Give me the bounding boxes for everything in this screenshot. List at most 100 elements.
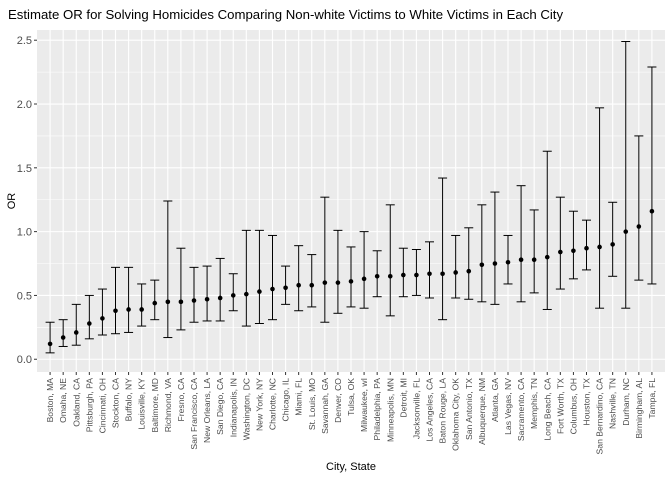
y-tick-label: 2.5	[17, 35, 32, 47]
x-tick-label: Tampa, FL	[647, 378, 657, 419]
or-point	[531, 257, 537, 263]
or-point	[191, 298, 197, 303]
x-tick-label: Atlanta, GA	[490, 378, 500, 422]
chart-title: Estimate OR for Solving Homicides Compar…	[8, 7, 563, 22]
y-axis: 0.0 0.5 1.0 1.5 2.0 2.5	[17, 35, 37, 366]
x-tick-label: Richmond, VA	[163, 378, 173, 433]
or-point	[283, 285, 288, 291]
x-tick-label: Milwaukee, wI	[359, 378, 369, 432]
or-point	[113, 308, 118, 314]
or-point	[623, 229, 629, 234]
x-axis: Boston, MA Omaha, NE Oakland, CA Pittsburgh…	[45, 372, 657, 454]
or-point	[361, 276, 367, 282]
or-point	[322, 280, 328, 285]
or-point	[558, 249, 563, 255]
or-point	[47, 341, 53, 347]
x-tick-label: Boston, MA	[45, 378, 55, 423]
or-point	[453, 270, 458, 275]
x-tick-label: Chicago, IL	[281, 378, 291, 422]
x-tick-label: Omaha, NE	[58, 378, 68, 423]
x-tick-label: Long Beach, CA	[542, 378, 552, 441]
or-point	[401, 272, 406, 278]
x-tick-label: St. Louis, MO	[307, 378, 317, 430]
or-point	[257, 289, 262, 294]
x-tick-label: Detroit, MI	[398, 378, 408, 418]
or-point	[178, 299, 184, 305]
or-point	[427, 271, 432, 277]
x-tick-label: Sacramento, CA	[516, 378, 526, 441]
or-points	[47, 208, 655, 347]
x-tick-label: Nashville, TN	[608, 378, 618, 429]
or-point	[165, 299, 171, 305]
or-point	[544, 254, 550, 260]
or-point	[335, 280, 341, 285]
x-tick-label: San Bernardino, CA	[595, 378, 605, 455]
or-point	[571, 248, 576, 254]
y-tick-label: 0.0	[17, 354, 32, 366]
x-tick-label: Charlotte, NC	[268, 378, 278, 430]
x-tick-label: Fort Worth, TX	[555, 378, 565, 434]
x-tick-label: Jacksonville, FL	[411, 378, 421, 439]
x-tick-label: Los Angeles, CA	[425, 378, 435, 442]
x-tick-label: Houston, TX	[582, 378, 592, 426]
or-point	[309, 282, 315, 288]
or-point	[649, 208, 655, 214]
or-point	[204, 296, 210, 302]
x-tick-label: Columbus, OH	[568, 378, 578, 434]
or-point	[584, 245, 589, 251]
or-point	[152, 300, 158, 306]
x-tick-label: New York, NY	[254, 378, 264, 431]
or-point	[126, 307, 131, 312]
y-tick-label: 1.5	[17, 163, 32, 175]
or-point	[230, 293, 236, 298]
error-bars	[45, 40, 657, 354]
x-tick-label: Cincinnati, OH	[97, 378, 107, 433]
or-point	[387, 273, 393, 279]
x-tick-label: Indianapolis, IN	[228, 378, 238, 437]
or-point	[492, 261, 498, 266]
or-point	[100, 316, 105, 321]
x-tick-label: Baton Rouge, LA	[438, 378, 448, 444]
or-point	[636, 224, 642, 229]
x-tick-label: Birmingham, AL	[634, 378, 644, 439]
or-point	[73, 330, 79, 335]
y-tick-label: 2.0	[17, 99, 32, 111]
x-tick-label: New Orleans, LA	[202, 378, 212, 443]
x-tick-label: Philadelphia, PA	[372, 378, 382, 441]
or-point	[348, 279, 354, 284]
x-tick-label: Oklahoma City, OK	[451, 378, 461, 451]
x-tick-label: Pittsburgh, PA	[84, 378, 94, 433]
or-point	[440, 271, 445, 277]
or-point	[518, 257, 524, 263]
or-point	[217, 295, 223, 301]
y-tick-label: 1.0	[17, 227, 32, 239]
or-point	[479, 262, 485, 268]
x-tick-label: Las Vegas, NV	[503, 378, 513, 435]
x-axis-title: City, State	[326, 461, 376, 473]
x-tick-label: Minneapolis, MN	[385, 378, 395, 442]
or-point	[597, 244, 602, 250]
x-tick-label: Miami, FL	[294, 378, 304, 416]
x-tick-label: Savannah, GA	[320, 378, 330, 434]
or-point	[296, 282, 301, 288]
y-axis-title: OR	[6, 193, 18, 210]
x-tick-label: Baltimore, MD	[150, 378, 160, 432]
x-tick-label: Tulsa, OK	[346, 378, 356, 416]
or-point	[87, 321, 92, 326]
x-tick-label: Albuquerque, NM	[477, 378, 487, 445]
x-tick-label: Buffalo, NY	[124, 378, 134, 422]
or-point	[374, 273, 380, 279]
or-point	[244, 291, 249, 297]
or-point	[505, 259, 511, 265]
x-tick-label: Durham, NC	[621, 378, 631, 426]
x-tick-label: San Francisco, CA	[189, 378, 199, 450]
x-tick-label: Oakland, CA	[71, 378, 81, 427]
x-tick-label: Denver, CO	[333, 378, 343, 423]
x-tick-label: San Antonio, TX	[464, 378, 474, 440]
or-point	[414, 272, 419, 278]
or-point	[270, 286, 275, 292]
x-tick-label: Washington, DC	[241, 378, 251, 440]
x-tick-label: Fresno, CA	[176, 378, 186, 422]
or-point	[466, 268, 472, 274]
or-point	[60, 335, 66, 340]
